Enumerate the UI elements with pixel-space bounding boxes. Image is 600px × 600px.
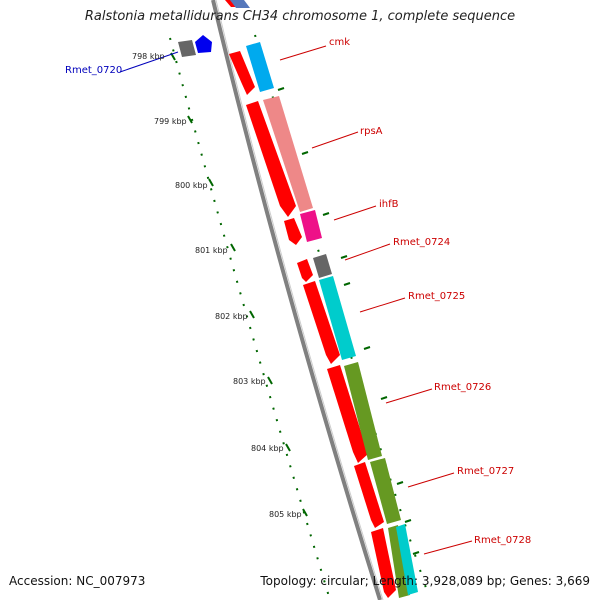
gene-rmet-0725: [303, 281, 340, 364]
tick-label: 802 kbp: [215, 312, 248, 321]
cog-rmet-0725: [319, 276, 356, 360]
gene-cmk: [229, 51, 255, 95]
cog-cmk: [246, 42, 274, 92]
tick-label: 801 kbp: [195, 246, 228, 255]
leader-rmet-0726: [385, 388, 433, 404]
rmet-0720-blue-arrow: [195, 35, 212, 53]
topology-text: Topology: circular; Length: 3,928,089 bp…: [260, 574, 590, 588]
page-title: Ralstonia metallidurans CH34 chromosome …: [84, 9, 516, 24]
gene-label-rmet-0725[interactable]: Rmet_0725: [408, 291, 466, 302]
gene-label-rmet-0728[interactable]: Rmet_0728: [474, 535, 532, 546]
chromosome-backbone-edge: [215, 0, 384, 600]
gene-label-rmet-0720[interactable]: Rmet_0720: [65, 65, 123, 76]
tick-label: 798 kbp: [132, 52, 165, 61]
gene-arrows: [229, 51, 396, 598]
gene-label-ihfB[interactable]: ihfB: [379, 199, 399, 210]
leader-cmk: [279, 45, 327, 61]
cog-bars: [246, 42, 418, 598]
gene-label-rmet-0724[interactable]: Rmet_0724: [393, 237, 451, 248]
tick-label: 804 kbp: [251, 444, 284, 453]
leader-lines: [119, 45, 473, 555]
gene-rmet-0727: [354, 462, 384, 528]
tick-label: 800 kbp: [175, 181, 208, 190]
gene-label-cmk[interactable]: cmk: [329, 37, 351, 48]
track-ticks: [277, 87, 420, 555]
gene-rmet-0724: [297, 259, 313, 282]
tick-label: 799 kbp: [154, 117, 187, 126]
leader-rmet-0727: [407, 472, 455, 488]
gene-rmet-0728: [371, 528, 396, 598]
gene-label-rpsA[interactable]: rpsA: [360, 126, 383, 137]
gene-rmet-0726: [327, 365, 368, 463]
cog-rmet-0727: [370, 458, 401, 524]
rmet-0720-gray-box: [178, 40, 196, 57]
tick-label: 805 kbp: [269, 510, 302, 519]
cog-rmet-0728a: [388, 525, 410, 598]
scale-major-ticks: [170, 52, 308, 517]
cog-rmet-0726: [344, 362, 382, 460]
leader-rmet-0720: [119, 51, 179, 73]
leader-rmet-0728: [423, 540, 473, 555]
cog-rpsA: [263, 96, 313, 212]
accession-text: Accession: NC_007973: [9, 574, 146, 588]
leader-rmet-0725: [359, 297, 406, 313]
leader-rpsA: [311, 131, 359, 149]
tick-label: 803 kbp: [233, 377, 266, 386]
gene-label-rmet-0727[interactable]: Rmet_0727: [457, 466, 515, 477]
gene-rpsA: [246, 101, 296, 217]
leader-rmet-0724: [344, 243, 391, 261]
cog-rmet-0728b: [396, 524, 418, 595]
partial-cog-top: [230, 0, 250, 8]
leader-ihfB: [333, 205, 377, 221]
gene-label-rmet-0726[interactable]: Rmet_0726: [434, 382, 492, 393]
chromosome-backbone: [211, 0, 382, 600]
gene-ihfB: [284, 218, 302, 245]
cog-ihfB: [300, 210, 322, 242]
cog-rmet-0724: [313, 254, 332, 278]
